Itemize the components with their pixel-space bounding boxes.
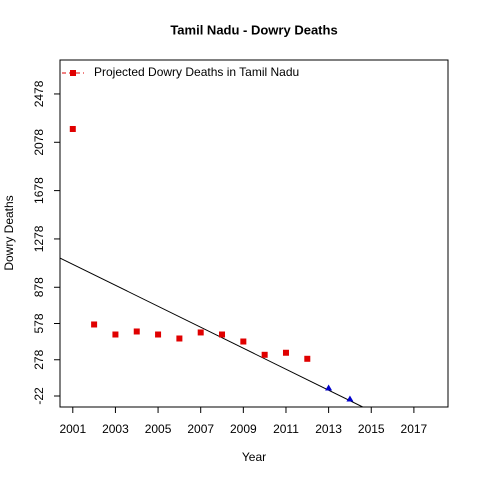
x-tick-label: 2003 (102, 422, 129, 436)
legend-label: Projected Dowry Deaths in Tamil Nadu (94, 65, 299, 79)
x-tick-label: 2007 (187, 422, 214, 436)
point (133, 328, 140, 335)
point (282, 349, 289, 356)
point (346, 395, 354, 402)
x-axis-label: Year (242, 450, 266, 464)
y-tick-label: 578 (32, 313, 46, 333)
y-axis-label: Dowry Deaths (2, 195, 16, 270)
x-tick-label: 2015 (358, 422, 385, 436)
y-tick-label: 278 (32, 349, 46, 369)
point (176, 335, 183, 342)
x-tick-label: 2017 (401, 422, 428, 436)
x-tick-label: 2001 (59, 422, 86, 436)
point (219, 331, 226, 338)
x-tick-label: 2009 (230, 422, 257, 436)
y-tick-label: 878 (32, 277, 46, 297)
point (261, 351, 268, 358)
y-tick-label: 2478 (32, 80, 46, 107)
point (240, 338, 247, 345)
chart-title: Tamil Nadu - Dowry Deaths (170, 22, 337, 37)
point (304, 355, 311, 362)
trend-line (60, 257, 363, 407)
y-tick-label: 1678 (32, 177, 46, 204)
y-tick-label: 1278 (32, 225, 46, 252)
x-tick-label: 2011 (273, 422, 299, 436)
point (112, 331, 119, 338)
y-tick-label: -22 (32, 387, 46, 405)
x-tick-label: 2013 (315, 422, 342, 436)
point (155, 331, 162, 338)
x-tick-label: 2005 (145, 422, 172, 436)
plot-frame (59, 59, 449, 408)
point (325, 384, 333, 391)
y-tick-label: 2078 (32, 129, 46, 156)
point (69, 125, 76, 132)
legend-marker (70, 70, 76, 76)
point (197, 329, 204, 336)
point (91, 321, 98, 328)
